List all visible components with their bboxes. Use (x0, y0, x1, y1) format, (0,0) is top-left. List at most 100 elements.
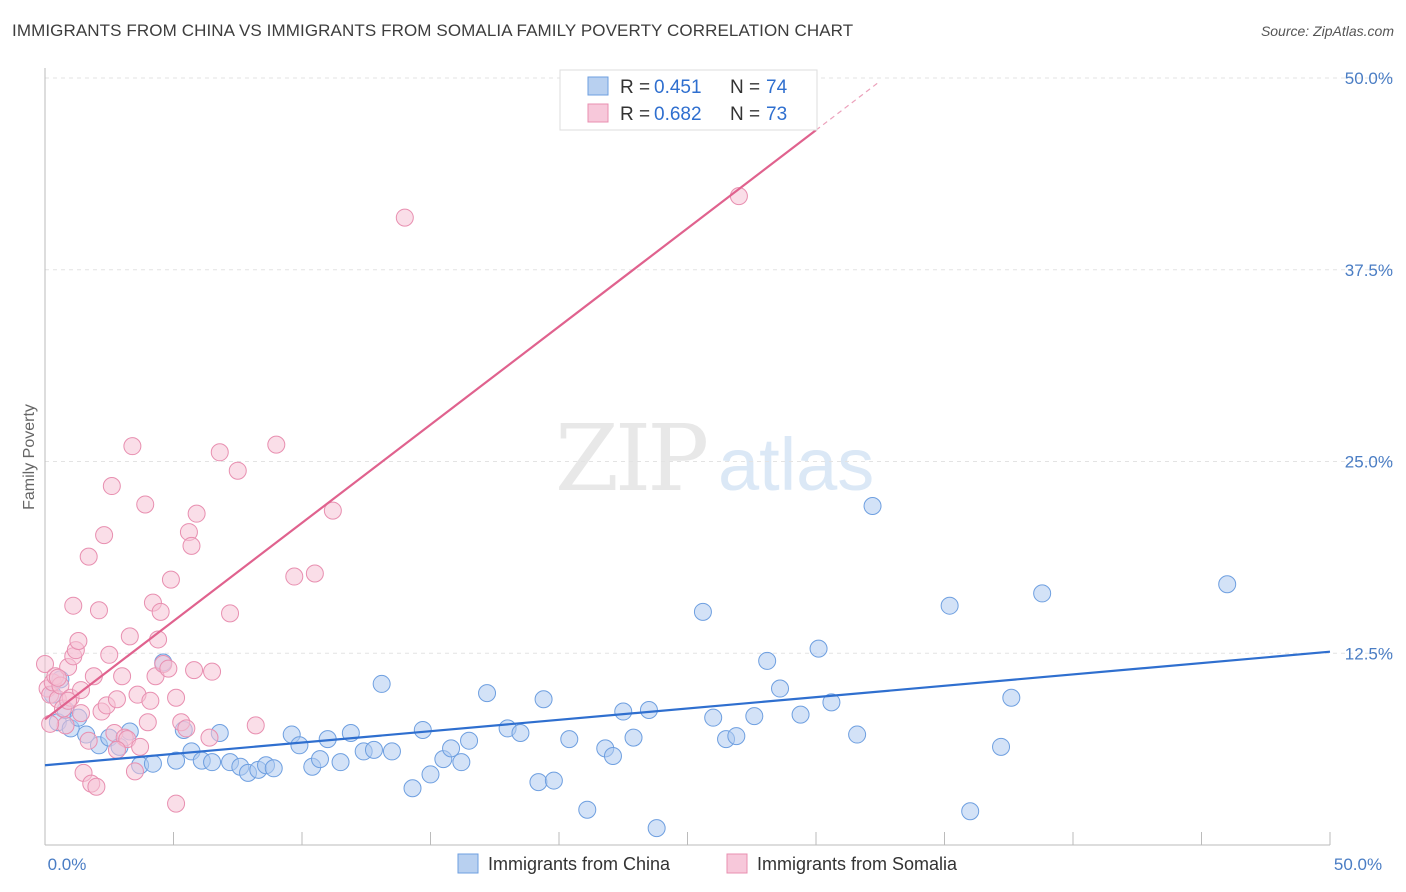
china-point (693, 602, 712, 621)
legend-r-value-china: 0.451 (654, 77, 702, 98)
china-point (578, 800, 597, 819)
somalia-point (69, 631, 88, 650)
china-point (791, 705, 810, 724)
china-point (863, 496, 882, 515)
somalia-point (395, 208, 414, 227)
source-label: Source: ZipAtlas.com (1260, 23, 1394, 39)
china-point (1218, 575, 1237, 594)
china-point (534, 690, 553, 709)
y-tick-labels: 12.5% 25.0% 37.5% 50.0% (1345, 69, 1393, 663)
somalia-point (125, 762, 144, 781)
somalia-point (107, 690, 126, 709)
china-point (310, 750, 329, 769)
china-point (331, 753, 350, 772)
somalia-point (64, 596, 83, 615)
bottom-legend-label-china: Immigrants from China (488, 854, 671, 874)
legend-n-label-china: N = (730, 77, 760, 98)
china-point (745, 707, 764, 726)
china-point (1002, 688, 1021, 707)
china-point (809, 639, 828, 658)
somalia-point (161, 570, 180, 589)
trend-lines (44, 80, 1331, 767)
china-point (1033, 584, 1052, 603)
somalia-point (159, 659, 178, 678)
china-point (961, 802, 980, 821)
y-tick-label: 25.0% (1345, 453, 1393, 472)
watermark-atlas: atlas (718, 423, 874, 506)
somalia-trend-line (44, 129, 817, 721)
china-point (478, 684, 497, 703)
china-point (704, 708, 723, 727)
china-point (940, 596, 959, 615)
somalia-point (323, 501, 342, 520)
china-point (167, 751, 186, 770)
china-point (364, 740, 383, 759)
china-point (421, 765, 440, 784)
legend-n-label-somalia: N = (730, 104, 760, 125)
somalia-point (267, 435, 286, 454)
somalia-point (89, 601, 108, 620)
somalia-point (305, 564, 324, 583)
somalia-point (102, 477, 121, 496)
somalia-point (107, 740, 126, 759)
china-point (203, 753, 222, 772)
watermark-zip: ZIP (555, 405, 706, 512)
somalia-point (79, 731, 98, 750)
somalia-point (131, 737, 150, 756)
somalia-point (187, 504, 206, 523)
somalia-point (228, 461, 247, 480)
legend-r-label-china: R = (620, 77, 650, 98)
gridlines (45, 77, 1395, 654)
chart-title: IMMIGRANTS FROM CHINA VS IMMIGRANTS FROM… (12, 21, 854, 40)
china-point (614, 702, 633, 721)
china-point (992, 737, 1011, 756)
somalia-point (177, 719, 196, 738)
somalia-point (120, 627, 139, 646)
legend-r-value-somalia: 0.682 (654, 104, 702, 125)
bottom-legend-swatch-somalia (726, 853, 748, 874)
legend-swatch-somalia (587, 103, 609, 123)
china-point (382, 742, 401, 761)
china-point (442, 739, 461, 758)
legend-swatch-china (587, 76, 609, 96)
china-point (771, 679, 790, 698)
somalia-point (167, 794, 186, 813)
somalia-point (87, 777, 106, 796)
y-tick-label: 12.5% (1345, 644, 1393, 663)
china-point (758, 651, 777, 670)
somalia-point (182, 536, 201, 555)
bottom-legend-swatch-china (457, 853, 479, 874)
china-point (822, 693, 841, 712)
somalia-point (285, 567, 304, 586)
x-tick-label-max: 50.0% (1334, 855, 1382, 874)
y-axis-label: Family Poverty (21, 404, 38, 510)
bottom-legend-label-somalia: Immigrants from Somalia (757, 854, 958, 874)
somalia-point (100, 645, 119, 664)
somalia-point (200, 728, 219, 747)
somalia-point (221, 604, 240, 623)
china-point (511, 724, 530, 743)
somalia-point (185, 661, 204, 680)
somalia-point (167, 688, 186, 707)
china-point (403, 779, 422, 798)
somalia-point (79, 547, 98, 566)
somalia-point (36, 654, 54, 673)
legend-n-value-somalia: 73 (766, 104, 787, 125)
x-tick-label-min: 0.0% (48, 855, 87, 874)
y-tick-label: 50.0% (1345, 69, 1393, 88)
somalia-point (113, 667, 132, 686)
somalia-point (151, 602, 170, 621)
somalia-point (41, 714, 60, 733)
x-ticks (44, 832, 1331, 845)
somalia-point (95, 526, 114, 545)
china-point (460, 731, 479, 750)
somalia-point (246, 716, 265, 735)
china-point (264, 759, 283, 778)
china-point (413, 720, 432, 739)
china-point (529, 773, 548, 792)
china-point (647, 819, 666, 838)
series-somalia-points (36, 187, 748, 813)
somalia-point (141, 691, 160, 710)
china-point (143, 754, 162, 773)
china-point (452, 753, 471, 772)
